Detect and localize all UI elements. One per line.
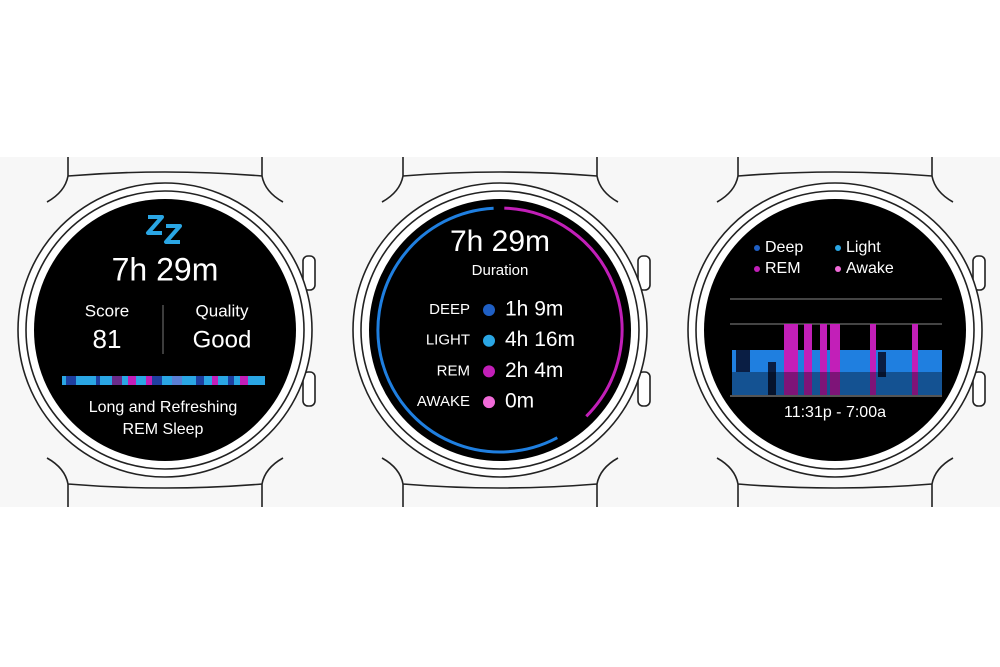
light-arc (376, 206, 559, 454)
legend-dot (754, 245, 760, 251)
button (972, 371, 986, 407)
duration-screen: 7h 29m Duration DEEP 1h 9m LIGHT 4h 16m REM 2… (376, 206, 624, 454)
stage-name: REM (437, 362, 470, 379)
legend-label: REM (765, 260, 801, 277)
quality-label: Quality (196, 301, 249, 320)
button (302, 371, 316, 407)
duration-label: Duration (472, 262, 529, 279)
stage-value: 0m (505, 390, 534, 413)
legend-dot (835, 245, 841, 251)
duration: 7h 29m (112, 251, 219, 287)
legend-label: Awake (846, 260, 894, 277)
stage-dot (483, 365, 495, 378)
button (637, 371, 651, 407)
stage-value: 2h 4m (505, 359, 563, 382)
strap (381, 457, 619, 507)
screen (369, 199, 631, 461)
stage-value: 4h 16m (505, 328, 575, 351)
summary-screen: 7h 29m Score 81 Quality Good Long and Re… (62, 215, 265, 438)
rem-arc (504, 206, 624, 418)
button (302, 255, 316, 291)
stage-name: DEEP (429, 301, 470, 318)
strap (716, 457, 954, 507)
stage-value: 1h 9m (505, 298, 563, 321)
message: Long and Refreshing (89, 399, 238, 416)
strap (716, 157, 954, 203)
strap (46, 457, 284, 507)
duration: 7h 29m (450, 225, 550, 258)
button (637, 255, 651, 291)
strap (46, 157, 284, 203)
quality: Good (193, 326, 252, 353)
screen (34, 199, 296, 461)
stage-name: AWAKE (417, 393, 470, 410)
time-range: 11:31p - 7:00a (784, 404, 886, 421)
legend-dot (835, 266, 841, 272)
legend-dot (754, 266, 760, 272)
hypnogram (732, 324, 942, 395)
score-label: Score (85, 301, 129, 320)
stage-name: LIGHT (426, 332, 470, 349)
stage-dot (483, 396, 495, 409)
stage-dot (483, 304, 495, 316)
message: REM Sleep (123, 421, 204, 438)
legend-label: Deep (765, 239, 803, 256)
stage-dot (483, 334, 495, 347)
sleep-icon (146, 215, 182, 244)
score: 81 (93, 324, 122, 354)
button (972, 255, 986, 291)
timeline-screen: 11:31p - 7:00a Deep Light REM Awake (730, 239, 942, 421)
strap (381, 157, 619, 203)
stage-strip (62, 376, 265, 385)
legend-label: Light (846, 239, 881, 256)
